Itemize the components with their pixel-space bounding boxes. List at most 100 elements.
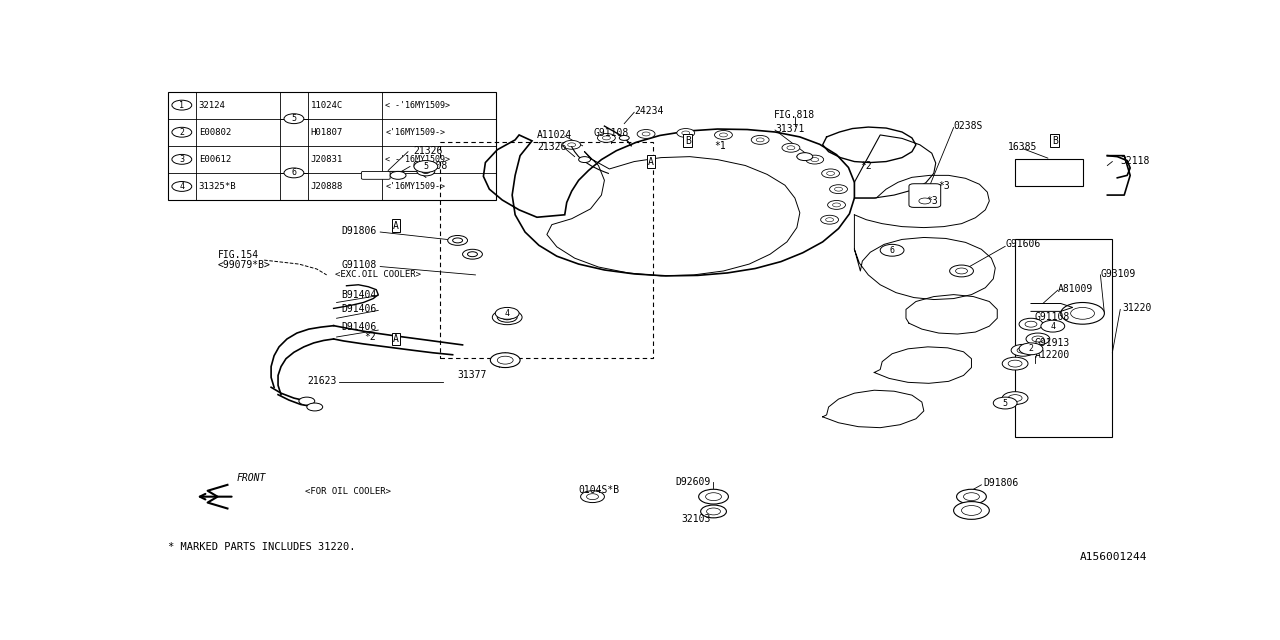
- Circle shape: [682, 131, 690, 135]
- Circle shape: [756, 138, 764, 142]
- Circle shape: [993, 397, 1018, 409]
- Circle shape: [497, 356, 513, 364]
- Text: H01807: H01807: [311, 128, 343, 137]
- Text: FRONT: FRONT: [237, 474, 266, 483]
- Text: G91108: G91108: [1036, 312, 1070, 323]
- Circle shape: [172, 154, 192, 164]
- Text: D91806: D91806: [340, 225, 376, 236]
- Circle shape: [467, 252, 477, 257]
- Circle shape: [413, 161, 438, 172]
- Circle shape: [1032, 336, 1044, 342]
- Circle shape: [810, 157, 819, 161]
- Circle shape: [1002, 357, 1028, 370]
- Text: E00802: E00802: [198, 128, 230, 137]
- Circle shape: [603, 136, 611, 140]
- Text: D91406: D91406: [340, 305, 376, 314]
- Circle shape: [499, 314, 515, 321]
- Circle shape: [806, 155, 823, 164]
- Text: A: A: [393, 334, 399, 344]
- Text: A: A: [393, 221, 399, 230]
- Text: A: A: [648, 157, 654, 166]
- Text: 5: 5: [424, 162, 429, 171]
- Polygon shape: [484, 129, 855, 276]
- Text: 31220: 31220: [1123, 303, 1152, 314]
- Text: <99079*B>: <99079*B>: [218, 260, 270, 270]
- Circle shape: [497, 312, 517, 322]
- Text: 21326: 21326: [413, 146, 443, 156]
- Text: 0104S*B: 0104S*B: [577, 484, 620, 495]
- Text: G91606: G91606: [1005, 239, 1041, 250]
- Circle shape: [782, 143, 800, 152]
- Circle shape: [563, 140, 581, 149]
- Circle shape: [586, 493, 599, 500]
- Circle shape: [699, 489, 728, 504]
- Text: A12200: A12200: [1036, 349, 1070, 360]
- Circle shape: [820, 215, 838, 224]
- Circle shape: [964, 493, 979, 500]
- Text: 21326: 21326: [538, 142, 566, 152]
- Circle shape: [417, 167, 435, 176]
- Circle shape: [822, 169, 840, 178]
- Circle shape: [787, 146, 795, 150]
- Text: J20831: J20831: [311, 155, 343, 164]
- Circle shape: [881, 244, 904, 256]
- Text: 32118: 32118: [1120, 156, 1149, 166]
- Bar: [1015, 239, 1112, 436]
- Circle shape: [568, 143, 576, 147]
- Text: G91108: G91108: [413, 161, 448, 170]
- Circle shape: [919, 198, 931, 204]
- Circle shape: [1009, 395, 1021, 401]
- Circle shape: [1041, 320, 1065, 332]
- Circle shape: [643, 132, 650, 136]
- Circle shape: [172, 100, 192, 110]
- Circle shape: [490, 353, 520, 367]
- Text: 24234: 24234: [634, 106, 663, 116]
- Circle shape: [705, 493, 722, 500]
- Circle shape: [422, 170, 430, 173]
- Circle shape: [300, 397, 315, 405]
- Circle shape: [1027, 333, 1050, 345]
- Circle shape: [1070, 307, 1094, 319]
- Circle shape: [707, 508, 721, 515]
- Circle shape: [448, 236, 467, 245]
- Text: D91806: D91806: [983, 478, 1019, 488]
- Circle shape: [453, 238, 462, 243]
- Circle shape: [172, 182, 192, 191]
- Text: 16385: 16385: [1009, 142, 1038, 152]
- Text: B: B: [685, 136, 691, 146]
- Text: G91108: G91108: [594, 128, 628, 138]
- Text: 11024C: 11024C: [311, 100, 343, 109]
- Circle shape: [307, 403, 323, 411]
- FancyBboxPatch shape: [909, 184, 941, 207]
- Circle shape: [1019, 343, 1043, 355]
- Circle shape: [172, 127, 192, 137]
- Text: <EXC.OIL COOLER>: <EXC.OIL COOLER>: [335, 271, 421, 280]
- Text: G91108: G91108: [340, 260, 376, 270]
- Circle shape: [1018, 348, 1029, 353]
- Circle shape: [637, 129, 655, 138]
- Text: <'16MY1509->: <'16MY1509->: [385, 182, 445, 191]
- Text: 3: 3: [179, 155, 184, 164]
- Circle shape: [495, 307, 520, 319]
- Circle shape: [827, 172, 835, 175]
- Text: J20888: J20888: [311, 182, 343, 191]
- Circle shape: [390, 172, 406, 179]
- Text: * MARKED PARTS INCLUDES 31220.: * MARKED PARTS INCLUDES 31220.: [168, 543, 356, 552]
- Circle shape: [581, 491, 604, 502]
- Circle shape: [956, 489, 987, 504]
- Text: 2: 2: [179, 128, 184, 137]
- Circle shape: [493, 310, 522, 324]
- Circle shape: [462, 249, 483, 259]
- Text: *2: *2: [860, 161, 872, 170]
- Text: 21623: 21623: [307, 376, 337, 387]
- Text: < -'16MY1509>: < -'16MY1509>: [385, 155, 451, 164]
- Text: 5: 5: [1002, 399, 1007, 408]
- Circle shape: [832, 203, 841, 207]
- Circle shape: [598, 134, 616, 142]
- Circle shape: [950, 265, 974, 277]
- Text: FIG.154: FIG.154: [218, 250, 259, 260]
- Circle shape: [714, 131, 732, 140]
- Text: E00612: E00612: [198, 155, 230, 164]
- Bar: [440, 142, 653, 358]
- Circle shape: [835, 187, 842, 191]
